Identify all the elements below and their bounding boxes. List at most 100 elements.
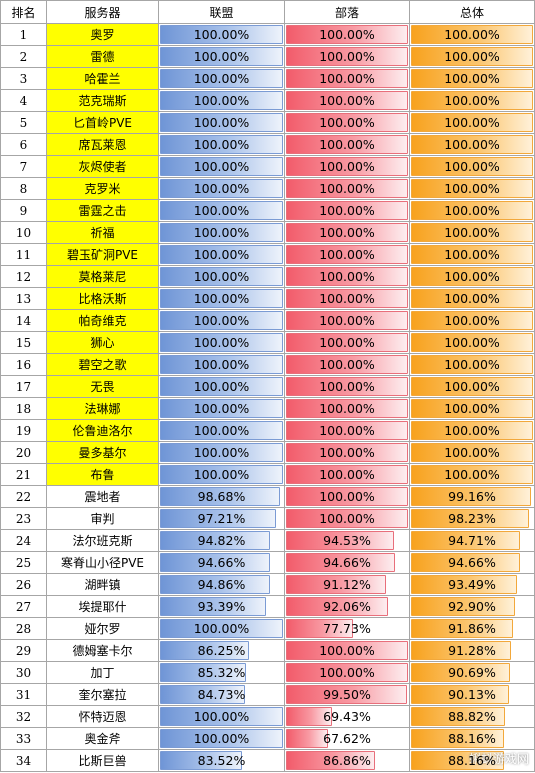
horde-data-bar [286,707,333,726]
rank-cell: 8 [0,177,47,200]
rank-cell: 33 [0,727,47,750]
alliance-value-cell: 100.00% [158,331,285,354]
total-value-cell: 100.00% [409,441,535,464]
total-value-label: 98.23% [448,511,496,526]
total-data-bar [411,25,533,44]
alliance-value-cell: 94.82% [158,529,285,552]
horde-value-label: 100.00% [319,357,375,372]
table-row: 17 无畏 100.00% 100.00% 100.00% [0,375,535,398]
rank-cell: 10 [0,221,47,244]
alliance-data-bar [160,69,283,88]
horde-value-label: 100.00% [319,335,375,350]
table-row: 7 灰烬使者 100.00% 100.00% 100.00% [0,155,535,178]
total-data-bar [411,443,533,462]
alliance-value-label: 100.00% [193,313,250,328]
total-value-cell: 88.16% [409,727,535,750]
total-value-label: 88.82% [448,709,496,724]
table-row: 22 震地者 98.68% 100.00% 99.16% [0,485,535,508]
alliance-value-label: 100.00% [193,357,250,372]
rank-cell: 25 [0,551,47,574]
total-data-bar [411,223,533,242]
horde-value-label: 92.06% [323,599,371,614]
horde-data-bar [286,289,408,308]
table-row: 12 莫格莱尼 100.00% 100.00% 100.00% [0,265,535,288]
horde-value-label: 100.00% [319,291,375,306]
alliance-value-label: 100.00% [193,467,250,482]
alliance-data-bar [160,289,283,308]
horde-value-cell: 100.00% [284,419,410,442]
alliance-value-label: 100.00% [193,621,250,636]
rank-cell: 5 [0,111,47,134]
alliance-value-cell: 83.52% [158,749,285,772]
horde-data-bar [286,619,353,638]
server-name-cell: 审判 [46,507,159,530]
total-data-bar [411,619,513,638]
horde-value-label: 100.00% [319,115,375,130]
total-value-label: 100.00% [444,137,500,152]
alliance-value-cell: 100.00% [158,309,285,332]
total-data-bar [411,311,533,330]
alliance-value-label: 93.39% [197,599,246,614]
total-value-label: 100.00% [444,423,500,438]
horde-value-cell: 100.00% [284,353,410,376]
horde-value-cell: 100.00% [284,177,410,200]
total-value-cell: 100.00% [409,265,535,288]
horde-value-cell: 69.43% [284,705,410,728]
alliance-value-label: 94.86% [197,577,246,592]
alliance-value-cell: 100.00% [158,397,285,420]
total-data-bar [411,597,516,616]
rank-cell: 14 [0,309,47,332]
horde-value-cell: 100.00% [284,133,410,156]
server-name-cell: 布鲁 [46,463,159,486]
total-value-label: 100.00% [444,335,500,350]
rank-cell: 9 [0,199,47,222]
horde-data-bar [286,465,408,484]
total-value-cell: 100.00% [409,133,535,156]
table-row: 15 狮心 100.00% 100.00% 100.00% [0,331,535,354]
server-name-cell: 比格沃斯 [46,287,159,310]
rank-cell: 21 [0,463,47,486]
total-value-label: 94.66% [448,555,496,570]
horde-value-cell: 100.00% [284,199,410,222]
horde-value-label: 100.00% [319,269,375,284]
table-row: 16 碧空之歌 100.00% 100.00% 100.00% [0,353,535,376]
header-total: 总体 [409,0,535,24]
watermark: 蝌蚪游戏网 [468,752,529,766]
horde-value-cell: 100.00% [284,155,410,178]
horde-value-cell: 100.00% [284,287,410,310]
horde-data-bar [286,223,408,242]
horde-data-bar [286,333,408,352]
alliance-data-bar [160,707,283,726]
horde-value-label: 86.86% [323,753,371,768]
horde-data-bar [286,377,408,396]
alliance-data-bar [160,267,283,286]
horde-data-bar [286,443,408,462]
horde-value-label: 100.00% [319,71,375,86]
alliance-data-bar [160,333,283,352]
horde-value-label: 94.53% [323,533,371,548]
horde-data-bar [286,553,395,572]
total-value-label: 100.00% [444,401,500,416]
alliance-data-bar [160,47,283,66]
total-value-cell: 90.13% [409,683,535,706]
horde-data-bar [286,201,408,220]
table-row: 20 曼多基尔 100.00% 100.00% 100.00% [0,441,535,464]
total-value-label: 100.00% [444,467,500,482]
alliance-value-cell: 100.00% [158,375,285,398]
total-value-label: 100.00% [444,313,500,328]
alliance-data-bar [160,201,283,220]
table-row: 30 加丁 85.32% 100.00% 90.69% [0,661,535,684]
total-value-label: 100.00% [444,181,500,196]
total-value-cell: 100.00% [409,331,535,354]
horde-data-bar [286,355,408,374]
alliance-value-label: 100.00% [193,225,250,240]
table-row: 3 哈霍兰 100.00% 100.00% 100.00% [0,67,535,90]
horde-value-cell: 77.73% [284,617,410,640]
rank-cell: 1 [0,23,47,46]
alliance-value-cell: 100.00% [158,265,285,288]
server-name-cell: 灰烬使者 [46,155,159,178]
table-row: 11 碧玉矿洞PVE 100.00% 100.00% 100.00% [0,243,535,266]
total-value-cell: 88.82% [409,705,535,728]
alliance-value-label: 100.00% [193,49,250,64]
alliance-value-label: 86.25% [197,643,246,658]
